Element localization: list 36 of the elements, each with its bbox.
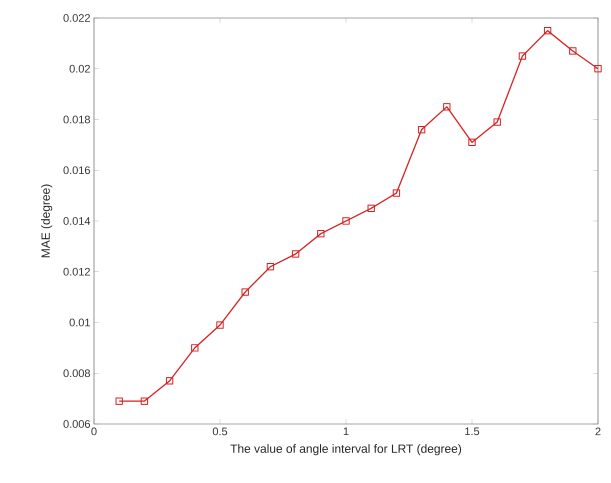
point — [116, 397, 123, 405]
y-tick-label: 0.006 — [63, 420, 90, 428]
point — [140, 397, 148, 405]
point — [166, 377, 174, 385]
point — [317, 230, 324, 238]
y-tick-label: 0.01 — [70, 318, 90, 326]
x-tick-label: 0.5 — [212, 428, 228, 436]
point — [292, 250, 300, 258]
point — [342, 217, 350, 225]
point — [468, 138, 476, 146]
point — [569, 47, 576, 55]
point — [266, 262, 274, 270]
point — [216, 321, 224, 329]
point — [443, 103, 450, 110]
point — [191, 344, 198, 352]
y-tick-label: 0.014 — [63, 217, 90, 225]
x-tick-label: 1.5 — [465, 428, 480, 436]
y-axis-title: MAE (degree) — [41, 184, 52, 258]
x-tick-label: 2 — [596, 428, 601, 436]
y-tick-label: 0.02 — [70, 64, 90, 73]
point — [544, 26, 552, 34]
point — [418, 126, 426, 134]
x-tick-label: 0 — [91, 428, 97, 436]
point — [368, 204, 375, 212]
y-tick-label: 0.012 — [63, 268, 90, 276]
x-axis-title: The value of angle interval for LRT (degree) — [230, 444, 462, 456]
point — [518, 52, 526, 60]
x-tick-label: 1 — [344, 428, 349, 436]
y-tick-label: 0.022 — [63, 14, 90, 22]
point — [494, 118, 501, 126]
point — [594, 65, 602, 72]
y-tick-label: 0.018 — [63, 116, 90, 124]
y-tick-label: 0.008 — [63, 369, 90, 378]
point — [242, 288, 249, 296]
point — [392, 189, 400, 197]
y-tick-label: 0.016 — [63, 166, 90, 174]
